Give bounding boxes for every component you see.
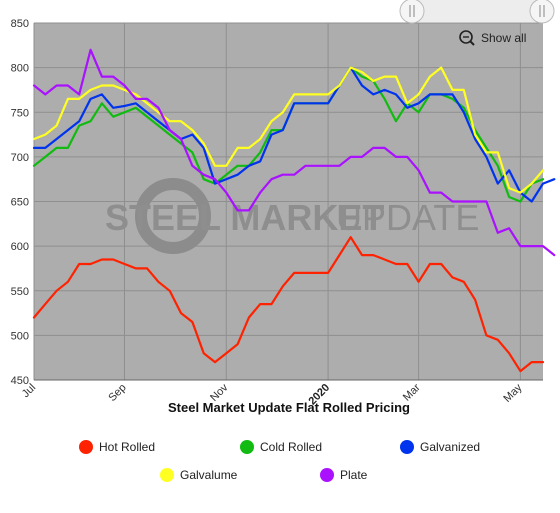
y-tick-label: 650 (11, 197, 29, 209)
series-line-galvanized[interactable] (32, 66, 556, 203)
show-all-label[interactable]: Show all (481, 31, 526, 45)
legend-item-cold-rolled[interactable]: Cold Rolled (240, 440, 322, 454)
legend-item-galvalume[interactable]: Galvalume (160, 468, 238, 482)
y-tick-label: 800 (11, 63, 29, 75)
y-axis-ticks: 450 500 550 600 650 700 750 800 850 (11, 18, 29, 387)
chart-title: Steel Market Update Flat Rolled Pricing (168, 400, 410, 415)
zoom-out-handle (469, 40, 475, 46)
watermark-logo: STEEL MARKET UPDATE (105, 178, 479, 254)
zoom-handle-left[interactable] (399, 0, 425, 24)
zoom-out-icon (459, 30, 473, 44)
legend-label: Hot Rolled (99, 440, 155, 454)
show-all-button[interactable]: Show all (459, 30, 526, 46)
y-tick-label: 550 (11, 286, 29, 298)
legend-item-galvanized[interactable]: Galvanized (400, 440, 480, 454)
series-lines (32, 48, 556, 373)
legend-label: Plate (340, 468, 368, 482)
legend-item-hot-rolled[interactable]: Hot Rolled (79, 440, 155, 454)
legend-label: Galvanized (420, 440, 480, 454)
zoom-handle-right[interactable] (529, 0, 555, 24)
series-line-hot-rolled[interactable] (32, 236, 545, 373)
gridlines (33, 22, 543, 381)
zoom-slider-track (412, 0, 542, 22)
legend-marker (240, 440, 254, 454)
legend: Hot Rolled Cold Rolled Galvanized Galvalume… (79, 440, 480, 482)
legend-marker (400, 440, 414, 454)
zoom-slider[interactable] (399, 0, 555, 24)
legend-label: Galvalume (180, 468, 238, 482)
y-tick-label: 500 (11, 330, 29, 342)
y-tick-label: 600 (11, 241, 29, 253)
y-tick-label: 450 (11, 375, 29, 387)
legend-marker (160, 468, 174, 482)
y-tick-label: 750 (11, 107, 29, 119)
legend-marker (79, 440, 93, 454)
legend-item-plate[interactable]: Plate (320, 468, 368, 482)
watermark-text-light: UPDATE (336, 197, 479, 238)
y-tick-label: 700 (11, 152, 29, 164)
legend-marker (320, 468, 334, 482)
y-tick-label: 850 (11, 18, 29, 30)
series-line-galvalume[interactable] (32, 66, 545, 194)
logo-ring (135, 178, 211, 254)
legend-label: Cold Rolled (260, 440, 322, 454)
series-line-plate[interactable] (32, 48, 556, 257)
watermark-text-bold: STEEL MARKET (105, 197, 384, 238)
